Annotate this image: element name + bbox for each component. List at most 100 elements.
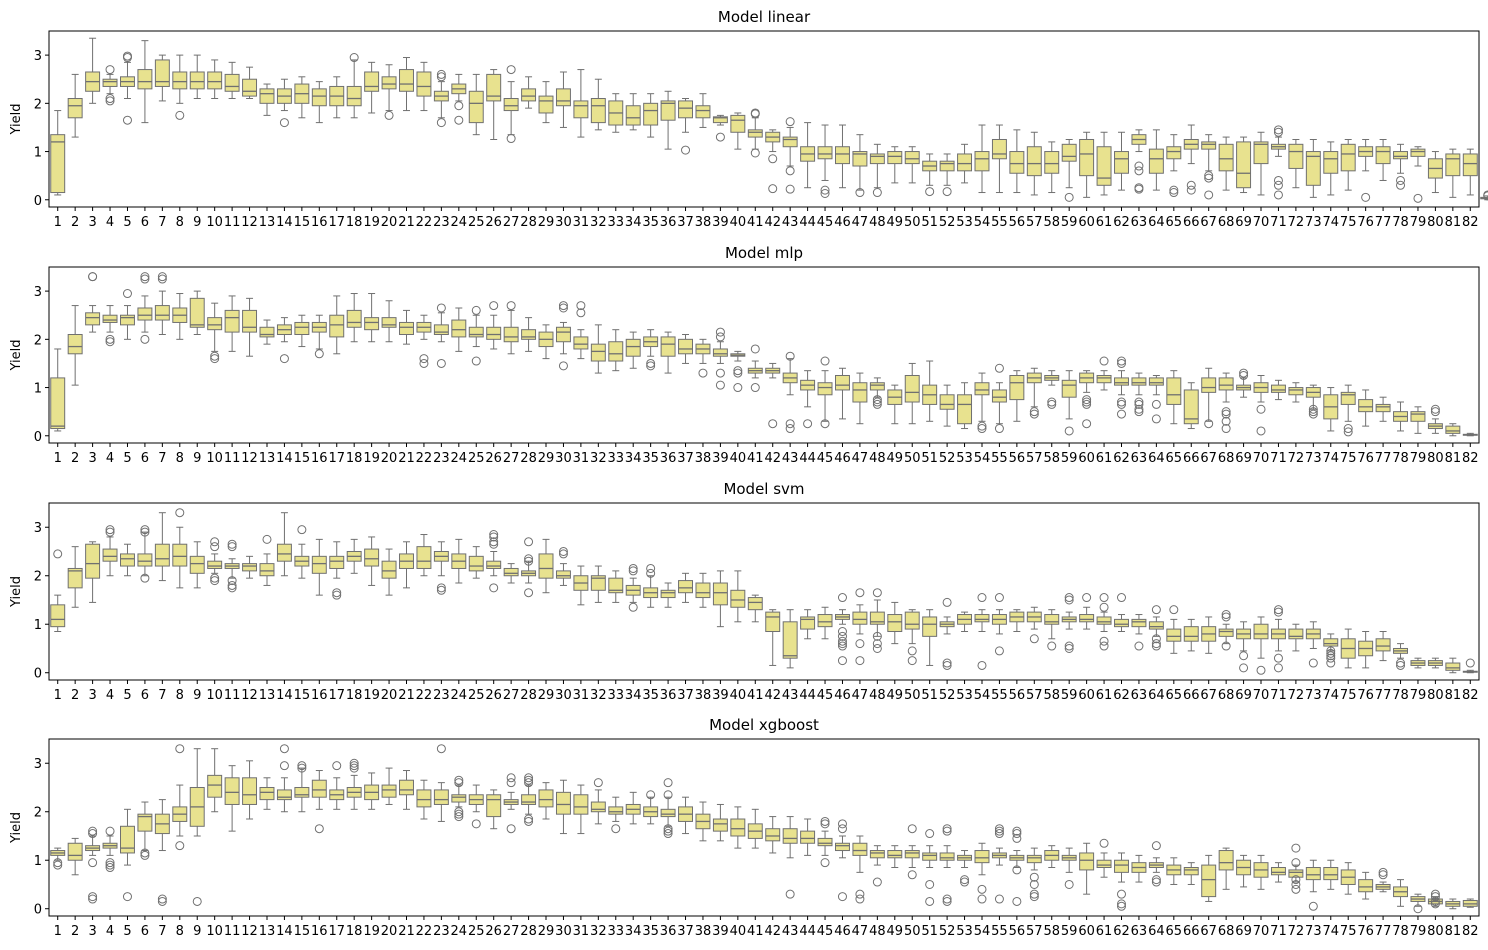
- iqr-box: [1323, 638, 1339, 647]
- box-26: [486, 789, 502, 830]
- x-tick-label: 21: [398, 924, 415, 939]
- outlier-point: [140, 527, 150, 537]
- outlier-point: [1082, 419, 1092, 429]
- box-3: [85, 272, 101, 333]
- outlier-point: [558, 546, 568, 556]
- iqr-box: [50, 377, 66, 430]
- outlier-point: [1012, 865, 1022, 875]
- iqr-box: [1218, 850, 1234, 871]
- box-61: [1096, 131, 1112, 196]
- box-2: [67, 305, 83, 386]
- iqr-box: [817, 837, 833, 847]
- box-25: [468, 73, 484, 136]
- outlier-point: [960, 877, 970, 887]
- outlier-point: [663, 824, 673, 834]
- outlier-point: [332, 588, 342, 598]
- outlier-point: [942, 826, 952, 836]
- outlier-point: [1064, 643, 1074, 653]
- x-tick-label: 82: [1462, 924, 1479, 939]
- outlier-point: [1396, 660, 1406, 670]
- box-15: [294, 761, 310, 813]
- x-tick-label: 69: [1235, 215, 1252, 230]
- x-tick-label: 8: [176, 924, 184, 939]
- x-tick-label: 20: [381, 688, 398, 703]
- box-39: [712, 114, 728, 142]
- box-20: [381, 300, 397, 343]
- x-tick-label: 47: [852, 451, 869, 466]
- x-tick-label: 41: [747, 688, 764, 703]
- iqr-box: [1270, 384, 1286, 393]
- box-17: [329, 541, 345, 600]
- outlier-point: [558, 549, 568, 559]
- x-tick-label: 17: [328, 215, 345, 230]
- iqr-box: [1253, 623, 1269, 640]
- box-70: [1253, 131, 1269, 196]
- iqr-box: [1253, 141, 1269, 165]
- outlier-point: [1099, 602, 1109, 612]
- box-64: [1148, 841, 1164, 887]
- x-tick-label: 31: [573, 688, 590, 703]
- outlier-point: [1204, 171, 1214, 181]
- box-26: [486, 301, 502, 350]
- box-53: [957, 611, 973, 633]
- x-tick-label: 31: [573, 215, 590, 230]
- x-tick-label: 39: [712, 451, 729, 466]
- x-tick-label: 25: [468, 688, 485, 703]
- box-66: [1183, 618, 1199, 652]
- box-15: [294, 76, 310, 119]
- box-40: [730, 112, 746, 150]
- box-42: [765, 362, 781, 429]
- outlier-point: [1291, 875, 1301, 885]
- outlier-point: [1221, 407, 1231, 417]
- iqr-box: [259, 88, 275, 104]
- outlier-point: [157, 894, 167, 904]
- outlier-point: [1291, 843, 1301, 853]
- iqr-box: [189, 71, 205, 90]
- outlier-point: [1012, 833, 1022, 843]
- x-tick-label: 60: [1078, 451, 1095, 466]
- outlier-point: [698, 368, 708, 378]
- outlier-point: [785, 424, 795, 434]
- outlier-point: [436, 585, 446, 595]
- x-tick-label: 81: [1445, 451, 1462, 466]
- outlier-point: [88, 272, 98, 282]
- outlier-point: [175, 508, 185, 518]
- box-50: [904, 609, 920, 666]
- iqr-box: [207, 774, 223, 798]
- outlier-point: [1012, 829, 1022, 839]
- iqr-box: [1323, 867, 1339, 881]
- box-79: [1410, 893, 1426, 914]
- outlier-point: [1029, 634, 1039, 644]
- box-52: [939, 384, 955, 427]
- outlier-point: [1099, 636, 1109, 646]
- iqr-box: [852, 611, 868, 625]
- box-2: [67, 546, 83, 608]
- x-tick-label: 44: [799, 688, 816, 703]
- x-tick-label: 68: [1218, 688, 1235, 703]
- outlier-point: [1273, 127, 1283, 137]
- box-68: [1218, 372, 1234, 434]
- y-axis-label: Yield: [9, 576, 24, 608]
- box-17: [329, 76, 345, 119]
- outlier-point: [88, 894, 98, 904]
- box-1: [50, 110, 66, 196]
- box-37: [678, 572, 693, 603]
- iqr-box: [747, 597, 763, 611]
- x-tick-label: 57: [1026, 924, 1043, 939]
- x-tick-label: 18: [346, 451, 363, 466]
- x-tick-label: 56: [1009, 688, 1026, 703]
- x-tick-label: 20: [381, 215, 398, 230]
- outlier-point: [210, 542, 220, 552]
- iqr-box: [1323, 151, 1339, 174]
- x-tick-label: 46: [834, 688, 851, 703]
- x-tick-label: 37: [677, 688, 694, 703]
- outlier-point: [994, 826, 1004, 836]
- x-tick-label: 57: [1026, 688, 1043, 703]
- box-33: [608, 329, 624, 372]
- iqr-box: [242, 309, 258, 333]
- x-tick-label: 49: [887, 215, 904, 230]
- box-12: [242, 555, 258, 579]
- y-axis-label: Yield: [9, 104, 24, 136]
- outlier-point: [349, 53, 359, 63]
- box-4: [102, 826, 118, 873]
